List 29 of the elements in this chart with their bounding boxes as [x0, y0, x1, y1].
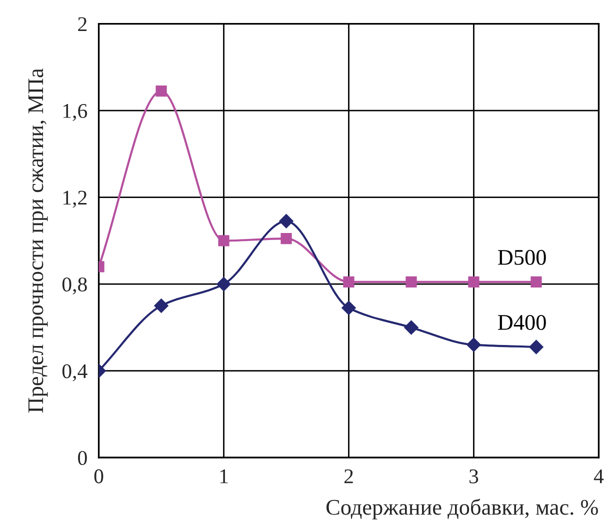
- x-axis-title: Содержание добавки, мас. %: [326, 498, 598, 520]
- y-axis-title: Предел прочности при сжатии, МПа: [28, 68, 48, 413]
- y-tick-label: 0,8: [62, 277, 87, 295]
- x-tick-label: 3: [470, 469, 478, 484]
- y-tick-label: 0: [78, 450, 87, 466]
- point: [154, 298, 168, 313]
- y-tick-label: 2: [78, 17, 87, 32]
- y-tick-label: 1,6: [63, 104, 88, 121]
- point: [216, 276, 231, 292]
- point: [529, 340, 544, 354]
- y-tick-label: 0,4: [62, 364, 88, 382]
- point: [404, 320, 418, 335]
- y-tick-label: 1,2: [63, 190, 87, 208]
- point: [343, 276, 354, 288]
- point: [468, 276, 480, 288]
- point: [530, 276, 542, 288]
- point: [218, 235, 230, 246]
- point: [466, 338, 481, 352]
- series-label: D400: [498, 314, 546, 330]
- x-tick-label: 0: [94, 469, 104, 484]
- point: [280, 232, 292, 244]
- point: [156, 85, 167, 97]
- x-tick-label: 1: [220, 469, 228, 484]
- x-tick-label: 4: [594, 469, 604, 484]
- point: [342, 300, 356, 316]
- point: [279, 214, 294, 228]
- series-label: D500: [498, 250, 546, 265]
- point: [406, 276, 417, 288]
- x-tick-label: 2: [344, 469, 353, 484]
